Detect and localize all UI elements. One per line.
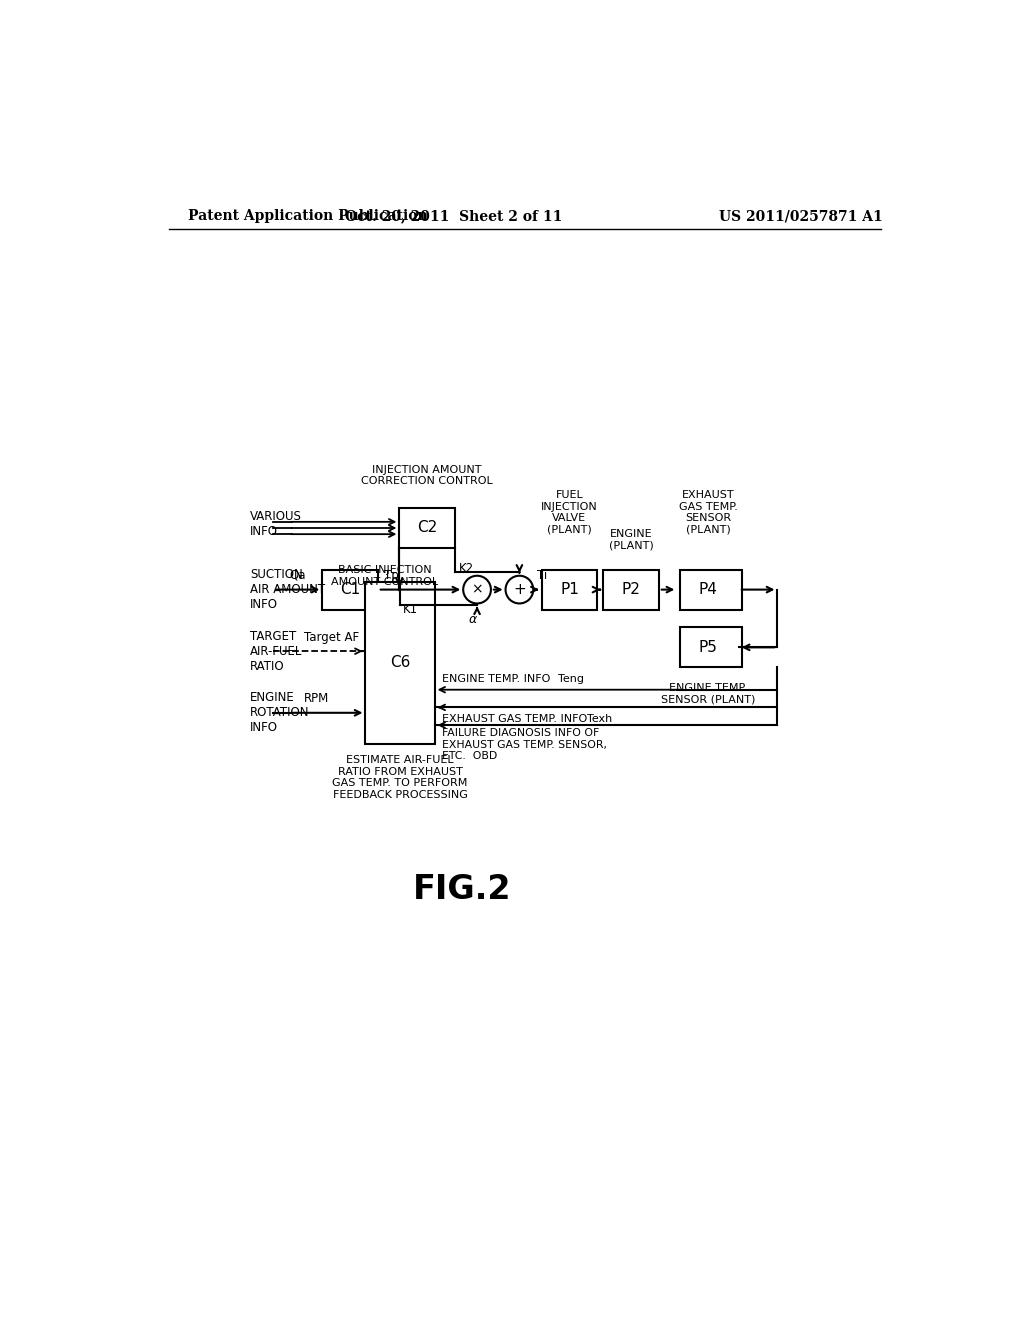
Text: Oct. 20, 2011  Sheet 2 of 11: Oct. 20, 2011 Sheet 2 of 11 bbox=[345, 209, 562, 223]
Bar bbox=[680, 627, 742, 668]
Text: SUCTION
AIR AMOUNT
INFO: SUCTION AIR AMOUNT INFO bbox=[250, 568, 325, 611]
Text: EXHAUST
GAS TEMP.
SENSOR
(PLANT): EXHAUST GAS TEMP. SENSOR (PLANT) bbox=[679, 490, 737, 535]
Text: Qa: Qa bbox=[290, 569, 306, 582]
Bar bbox=[323, 570, 378, 610]
Text: INJECTION AMOUNT
CORRECTION CONTROL: INJECTION AMOUNT CORRECTION CONTROL bbox=[361, 465, 493, 487]
Text: +: + bbox=[513, 582, 525, 597]
Text: Tp: Tp bbox=[384, 569, 398, 582]
Text: K1: K1 bbox=[403, 603, 418, 616]
Text: TARGET
AIR-FUEL
RATIO: TARGET AIR-FUEL RATIO bbox=[250, 630, 302, 673]
Bar bbox=[366, 582, 435, 743]
Text: EXHAUST GAS TEMP. INFO: EXHAUST GAS TEMP. INFO bbox=[442, 714, 588, 723]
Text: P5: P5 bbox=[698, 640, 718, 655]
Text: RPM: RPM bbox=[304, 692, 329, 705]
Text: C2: C2 bbox=[417, 520, 437, 536]
Text: α: α bbox=[469, 612, 477, 626]
Text: P4: P4 bbox=[698, 582, 718, 597]
Text: ENGINE
ROTATION
INFO: ENGINE ROTATION INFO bbox=[250, 692, 309, 734]
Bar bbox=[399, 508, 455, 548]
Text: P1: P1 bbox=[560, 582, 579, 597]
Text: ENGINE
(PLANT): ENGINE (PLANT) bbox=[608, 529, 653, 550]
Text: VARIOUS
INFO: VARIOUS INFO bbox=[250, 510, 302, 539]
Bar bbox=[680, 570, 742, 610]
Bar bbox=[603, 570, 658, 610]
Text: FUEL
INJECTION
VALVE
(PLANT): FUEL INJECTION VALVE (PLANT) bbox=[541, 490, 598, 535]
Text: ×: × bbox=[471, 582, 483, 597]
Text: Texh: Texh bbox=[587, 714, 612, 723]
Text: FAILURE DIAGNOSIS INFO OF
EXHAUST GAS TEMP. SENSOR,
ETC.  OBD: FAILURE DIAGNOSIS INFO OF EXHAUST GAS TE… bbox=[442, 729, 607, 762]
Text: Teng: Teng bbox=[558, 673, 584, 684]
Text: ENGINE TEMP.
SENSOR (PLANT): ENGINE TEMP. SENSOR (PLANT) bbox=[660, 682, 756, 705]
Text: K2: K2 bbox=[459, 562, 474, 576]
Text: C6: C6 bbox=[390, 655, 411, 671]
Text: C1: C1 bbox=[340, 582, 360, 597]
Text: ENGINE TEMP. INFO: ENGINE TEMP. INFO bbox=[442, 673, 551, 684]
Text: BASIC INJECTION
AMOUNT CONTROL: BASIC INJECTION AMOUNT CONTROL bbox=[331, 565, 438, 586]
Text: Patent Application Publication: Patent Application Publication bbox=[188, 209, 428, 223]
Text: Target AF: Target AF bbox=[304, 631, 359, 644]
Text: Ti: Ti bbox=[538, 569, 548, 582]
Text: FIG.2: FIG.2 bbox=[413, 874, 511, 907]
Text: ESTIMATE AIR-FUEL
RATIO FROM EXHAUST
GAS TEMP. TO PERFORM
FEEDBACK PROCESSING: ESTIMATE AIR-FUEL RATIO FROM EXHAUST GAS… bbox=[333, 755, 468, 800]
Bar bbox=[542, 570, 597, 610]
Text: P2: P2 bbox=[622, 582, 640, 597]
Text: US 2011/0257871 A1: US 2011/0257871 A1 bbox=[719, 209, 883, 223]
